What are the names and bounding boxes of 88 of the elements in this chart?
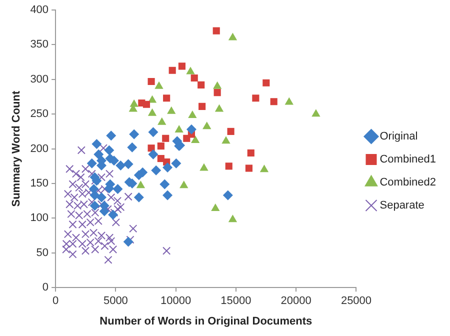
point <box>270 98 278 106</box>
point <box>148 127 158 138</box>
point <box>262 79 270 86</box>
y-tick-label: 300 <box>30 73 49 86</box>
point <box>178 62 186 70</box>
point <box>162 162 173 173</box>
point <box>163 94 170 102</box>
y-tick-label: 350 <box>30 38 49 51</box>
point <box>148 78 155 86</box>
point <box>158 117 166 125</box>
y-tick-label: 50 <box>36 246 49 259</box>
y-tick-label: 100 <box>30 212 49 224</box>
point <box>188 110 197 118</box>
point <box>180 180 188 188</box>
x-tick-label: 20000 <box>280 295 312 308</box>
point <box>228 214 238 222</box>
point <box>190 135 200 143</box>
point <box>186 66 195 74</box>
point <box>245 164 252 172</box>
point <box>198 102 206 110</box>
x-tick-label: 25000 <box>340 295 372 308</box>
point <box>202 122 212 130</box>
point <box>96 192 106 202</box>
point <box>162 190 173 200</box>
point <box>127 142 138 152</box>
point <box>252 94 260 102</box>
point <box>211 203 220 211</box>
point <box>222 136 230 144</box>
point <box>174 125 184 133</box>
point <box>228 32 238 40</box>
legend-label: Combined2 <box>380 176 436 189</box>
point <box>136 180 146 188</box>
point <box>168 66 176 74</box>
y-tick-label: 0 <box>42 282 49 294</box>
point <box>157 142 164 150</box>
point <box>171 158 182 168</box>
x-axis-title: Number of Words in Original Documents <box>100 315 312 328</box>
point <box>198 81 205 88</box>
point <box>123 236 134 247</box>
point <box>134 170 144 180</box>
point <box>167 106 176 114</box>
point <box>151 165 162 176</box>
point <box>148 108 157 116</box>
point <box>90 200 100 211</box>
y-tick-label: 400 <box>30 4 49 16</box>
point <box>186 124 196 134</box>
legend-label: Separate <box>380 200 424 212</box>
point <box>312 109 320 117</box>
point <box>108 210 118 220</box>
point <box>134 192 144 202</box>
legend-label: Combined1 <box>380 154 436 166</box>
point <box>112 184 123 194</box>
point <box>129 129 140 140</box>
point <box>90 190 100 200</box>
legend-label: Original <box>380 130 418 143</box>
point <box>104 145 114 156</box>
point <box>94 149 104 160</box>
x-tick-label: 0 <box>52 295 59 308</box>
point <box>212 27 220 34</box>
point <box>200 163 208 171</box>
point <box>148 149 158 160</box>
y-tick-label: 200 <box>30 142 49 155</box>
point <box>116 160 126 170</box>
point <box>225 162 232 170</box>
point <box>190 74 198 82</box>
x-tick-label: 5000 <box>103 295 128 308</box>
point <box>162 134 170 142</box>
point <box>160 179 170 190</box>
point <box>222 190 233 200</box>
point <box>227 128 234 135</box>
point <box>284 97 294 105</box>
point <box>260 164 269 172</box>
x-tick-label: 15000 <box>220 295 252 308</box>
point <box>214 89 221 96</box>
point <box>142 100 150 108</box>
point <box>106 130 116 141</box>
point <box>92 138 102 149</box>
point <box>214 104 224 112</box>
x-tick-label: 10000 <box>160 295 192 308</box>
y-tick-label: 150 <box>30 178 49 190</box>
point <box>247 149 254 156</box>
y-tick-label: 250 <box>30 108 49 120</box>
point <box>123 159 134 170</box>
point <box>154 81 164 89</box>
point <box>148 144 155 152</box>
y-axis-title: Summary Word Count <box>10 90 23 207</box>
point <box>212 81 222 89</box>
point <box>86 158 97 168</box>
